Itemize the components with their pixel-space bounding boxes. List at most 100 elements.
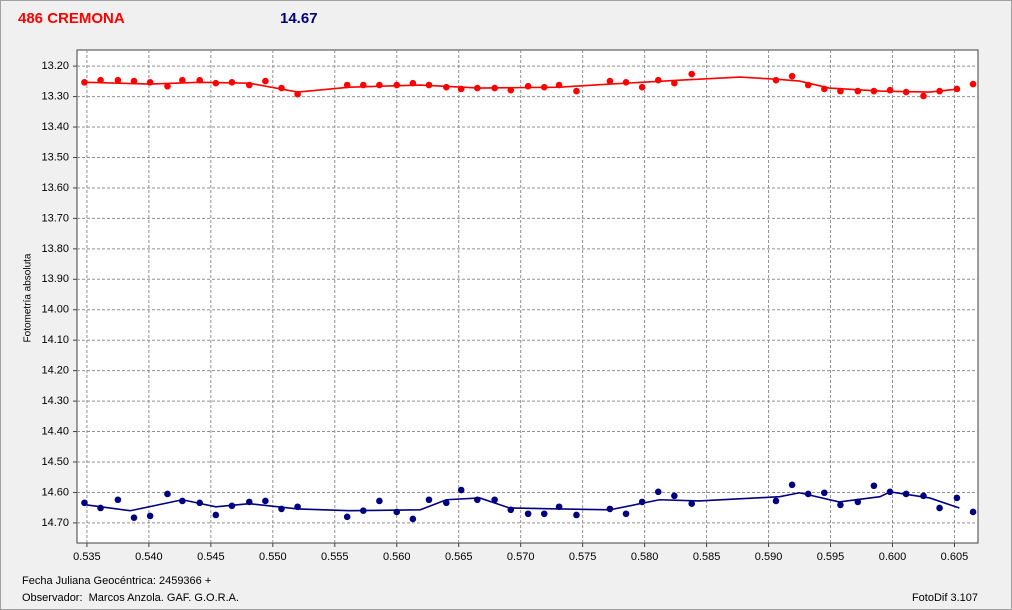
data-point (212, 79, 220, 87)
y-tick-label: 13.50 (41, 151, 69, 163)
y-axis-label: Fotometría absoluta (23, 253, 34, 342)
data-point (262, 497, 269, 505)
data-point (886, 86, 894, 94)
data-point (573, 511, 580, 519)
x-tick-label: 0.545 (197, 551, 225, 563)
data-point (870, 87, 878, 95)
x-tick-label: 0.570 (507, 551, 535, 563)
data-point (393, 81, 401, 89)
data-point (278, 84, 285, 92)
x-tick-label: 0.580 (631, 551, 659, 563)
y-tick-label: 14.20 (41, 365, 69, 377)
data-point (638, 83, 646, 91)
data-point (638, 498, 646, 506)
data-point (491, 84, 498, 92)
data-point (886, 488, 894, 496)
data-point (425, 81, 433, 89)
data-point (804, 81, 812, 89)
data-point (196, 76, 203, 84)
data-point (425, 496, 433, 504)
data-point (969, 508, 977, 516)
data-point (953, 494, 961, 502)
x-tick-label: 0.595 (817, 551, 845, 563)
data-point (196, 499, 203, 507)
data-point (622, 510, 630, 518)
data-point (788, 72, 796, 80)
data-point (294, 90, 301, 98)
data-point (474, 84, 481, 92)
data-point (920, 92, 927, 100)
y-tick-label: 13.20 (41, 60, 69, 72)
y-tick-label: 14.50 (41, 456, 69, 468)
data-point (772, 76, 780, 84)
data-point (164, 490, 171, 498)
data-point (130, 77, 138, 85)
x-tick-label: 0.535 (73, 551, 101, 563)
data-point (854, 87, 862, 95)
data-point (573, 87, 580, 95)
data-point (837, 501, 844, 509)
y-tick-label: 13.90 (41, 273, 69, 285)
data-point (146, 78, 154, 86)
x-axis-label: Fecha Juliana Geocéntrica: 2459366 + (22, 575, 211, 587)
data-point (443, 83, 450, 91)
data-point (788, 481, 796, 489)
data-point (555, 503, 563, 511)
y-tick-label: 13.40 (41, 121, 69, 133)
data-point (343, 81, 351, 89)
data-point (555, 81, 563, 89)
data-point (854, 498, 862, 506)
data-point (507, 86, 515, 94)
data-point (97, 76, 104, 84)
data-point (902, 88, 910, 96)
data-point (821, 85, 828, 93)
data-point (491, 496, 498, 504)
data-point (936, 87, 943, 95)
data-point (245, 81, 253, 89)
data-point (130, 514, 138, 522)
x-tick-label: 0.565 (445, 551, 473, 563)
data-point (524, 82, 532, 90)
data-point (524, 510, 532, 518)
data-point (969, 80, 977, 88)
data-point (902, 490, 910, 498)
data-point (920, 492, 927, 500)
data-point (804, 490, 812, 498)
data-point (228, 78, 236, 86)
data-point (97, 504, 104, 512)
y-tick-label: 13.30 (41, 90, 69, 102)
data-point (146, 512, 154, 520)
data-point (671, 492, 678, 500)
data-point (654, 488, 662, 496)
y-tick-label: 14.30 (41, 395, 69, 407)
x-tick-label: 0.550 (259, 551, 287, 563)
x-tick-label: 0.605 (941, 551, 969, 563)
chart-subtitle: 14.67 (280, 10, 318, 27)
data-point (457, 486, 465, 494)
data-point (179, 497, 186, 505)
data-point (245, 498, 253, 506)
y-tick-label: 14.40 (41, 425, 69, 437)
y-tick-label: 13.80 (41, 243, 69, 255)
data-point (953, 85, 961, 93)
data-point (343, 513, 351, 521)
fit-line (86, 76, 960, 93)
x-tick-label: 0.560 (383, 551, 411, 563)
data-point (294, 503, 301, 511)
data-point (228, 502, 236, 510)
x-tick-label: 0.540 (135, 551, 163, 563)
observer: Observador: Marcos Anzola. GAF. G.O.R.A. (22, 592, 239, 604)
data-point (688, 500, 696, 508)
data-point (114, 76, 122, 84)
x-tick-label: 0.590 (755, 551, 783, 563)
data-point (772, 497, 780, 505)
chart-title: 486 CREMONA (18, 10, 125, 27)
plot-area (76, 49, 979, 544)
data-point (443, 499, 450, 507)
data-point (81, 78, 88, 86)
data-point (114, 496, 122, 504)
data-point (262, 77, 269, 85)
y-tick-label: 14.00 (41, 304, 69, 316)
y-tick-label: 13.60 (41, 182, 69, 194)
data-point (540, 510, 548, 518)
